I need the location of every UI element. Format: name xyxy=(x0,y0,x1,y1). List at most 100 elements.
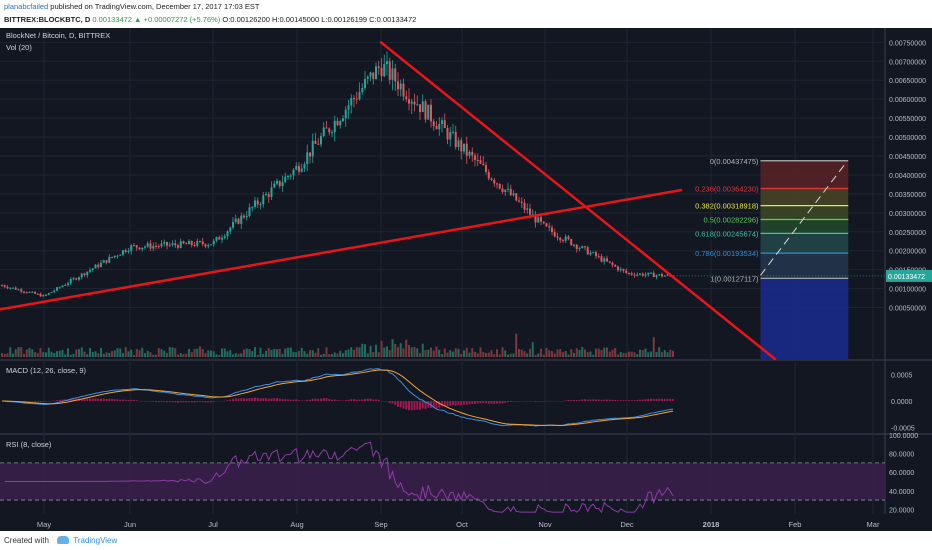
volume-bar xyxy=(61,349,64,357)
volume-bar xyxy=(650,351,652,357)
volume-bar xyxy=(584,349,586,357)
macd-histogram-bar xyxy=(551,400,553,402)
volume-bar xyxy=(372,352,375,357)
candle-body xyxy=(69,279,72,284)
macd-histogram-bar xyxy=(366,398,369,401)
macd-histogram-bar xyxy=(289,399,292,401)
candle-body xyxy=(463,143,465,152)
macd-histogram-bar xyxy=(509,401,512,402)
publish-text: published on TradingView.com, December 1… xyxy=(50,2,260,11)
candle-body xyxy=(501,188,504,192)
volume-bar xyxy=(430,347,432,357)
volume-bar xyxy=(355,347,358,357)
volume-bar xyxy=(493,354,496,357)
candle-body xyxy=(212,240,215,245)
macd-histogram-bar xyxy=(564,400,567,401)
author-link[interactable]: planabcfailed xyxy=(4,2,49,11)
macd-title: MACD (12, 26, close, 9) xyxy=(6,366,87,375)
price-tick-label: 0.00600000 xyxy=(889,97,926,104)
macd-histogram-bar xyxy=(267,398,270,401)
volume-bar xyxy=(160,349,163,357)
candle-body xyxy=(100,262,102,267)
volume-bar xyxy=(507,354,509,357)
macd-histogram-bar xyxy=(331,399,333,401)
macd-histogram-bar xyxy=(135,400,138,401)
candle-body xyxy=(641,273,644,276)
volume-bar xyxy=(460,353,463,357)
volume-bar xyxy=(259,347,262,357)
candle-body xyxy=(452,131,454,133)
macd-histogram-bar xyxy=(641,399,644,401)
candle-body xyxy=(377,66,380,68)
volume-bar xyxy=(86,354,89,357)
volume-bar xyxy=(394,343,397,357)
candle-body xyxy=(311,140,314,157)
candle-body xyxy=(287,175,289,177)
macd-histogram-bar xyxy=(201,401,204,403)
macd-histogram-bar xyxy=(540,401,542,402)
candle-body xyxy=(171,243,174,245)
volume-bar xyxy=(559,349,562,357)
macd-histogram-bar xyxy=(102,398,105,401)
volume-bar xyxy=(402,348,405,357)
volume-bar xyxy=(361,343,364,357)
candle-body xyxy=(487,171,490,179)
volume-bar xyxy=(482,352,485,357)
macd-histogram-bar xyxy=(625,400,628,401)
candle-body xyxy=(529,208,531,215)
trading-chart[interactable]: 0(0.00437475) 0.236(0.00364230) 0.382(0.00… xyxy=(0,28,932,531)
candle-body xyxy=(388,61,391,80)
candle-body xyxy=(570,239,573,246)
volume-bar xyxy=(608,351,611,357)
candle-body xyxy=(482,163,485,165)
candle-body xyxy=(498,183,501,189)
tradingview-link[interactable]: TradingView xyxy=(73,536,118,545)
candle-body xyxy=(410,101,413,104)
candle-body xyxy=(386,61,388,65)
last-price-label: 0.00133472 xyxy=(888,274,925,281)
macd-histogram-bar xyxy=(298,400,300,401)
macd-histogram-bar xyxy=(86,398,89,401)
ohlc-values: O:0.00126200 H:0.00145000 L:0.00126199 C… xyxy=(222,15,417,24)
candle-body xyxy=(603,258,606,262)
candle-body xyxy=(248,207,251,216)
volume-bar xyxy=(600,350,603,357)
volume-bar xyxy=(138,350,141,357)
candle-body xyxy=(611,262,614,265)
macd-histogram-bar xyxy=(614,399,617,401)
macd-histogram-bar xyxy=(152,401,155,402)
macd-histogram-bar xyxy=(603,399,606,401)
volume-bar xyxy=(435,346,438,357)
macd-histogram-bar xyxy=(270,398,273,401)
candle-body xyxy=(166,242,168,246)
volume-bar xyxy=(647,352,650,357)
candle-body xyxy=(633,274,636,276)
macd-histogram-bar xyxy=(278,398,281,401)
candle-body xyxy=(20,289,23,292)
volume-bar xyxy=(78,349,80,357)
macd-histogram-bar xyxy=(452,401,454,406)
volume-bar xyxy=(391,339,394,357)
macd-histogram-bar xyxy=(628,400,630,401)
volume-bar xyxy=(454,348,457,357)
macd-histogram-bar xyxy=(600,399,603,401)
macd-histogram-bar xyxy=(36,401,39,402)
volume-bar xyxy=(416,348,419,357)
volume-bar xyxy=(94,351,97,357)
candle-body xyxy=(537,217,540,223)
macd-histogram-bar xyxy=(119,399,122,401)
macd-histogram-bar xyxy=(168,401,171,403)
macd-histogram-bar xyxy=(248,398,251,401)
volume-bar xyxy=(311,350,314,357)
macd-histogram-bar xyxy=(284,399,287,401)
candle-body xyxy=(127,251,130,253)
candle-body xyxy=(586,247,589,255)
volume-bar xyxy=(240,353,243,357)
candle-body xyxy=(344,109,347,119)
macd-histogram-bar xyxy=(50,401,53,402)
macd-histogram-bar xyxy=(303,400,306,402)
candle-body xyxy=(391,68,394,80)
candle-body xyxy=(105,260,108,263)
macd-histogram-bar xyxy=(669,398,672,401)
volume-bar xyxy=(14,349,17,357)
